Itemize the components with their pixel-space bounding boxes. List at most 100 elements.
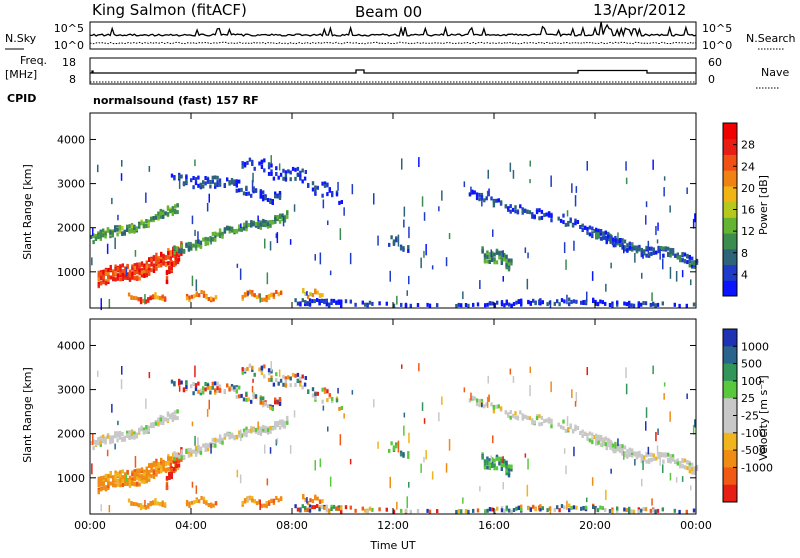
data-cell: [167, 261, 170, 266]
data-cell: [676, 458, 679, 463]
data-cell: [99, 442, 102, 447]
data-cell: [274, 219, 277, 224]
data-cell: [659, 452, 663, 457]
data-cell: [162, 420, 165, 425]
data-cell: [252, 186, 255, 191]
data-cell: [490, 402, 493, 407]
data-cell: [462, 497, 464, 504]
data-cell: [491, 253, 494, 258]
data-cell: [416, 509, 420, 513]
data-cell: [500, 253, 503, 258]
colorbar-swatch: [723, 201, 737, 218]
data-cell: [281, 213, 284, 218]
data-cell: [325, 504, 328, 509]
data-cell: [143, 475, 146, 480]
data-cell: [495, 404, 498, 409]
data-cell: [656, 239, 659, 244]
data-cell: [538, 299, 540, 306]
data-cell: [267, 171, 271, 176]
data-cell: [262, 403, 265, 408]
data-cell: [597, 434, 600, 439]
data-cell: [126, 228, 129, 232]
data-cell: [147, 222, 150, 227]
data-cell: [241, 294, 244, 299]
data-cell: [145, 470, 148, 475]
data-cell: [340, 406, 343, 410]
data-cell: [575, 505, 578, 510]
data-cell: [586, 497, 588, 503]
y-tick-label: 2000: [57, 222, 85, 235]
data-cell: [314, 496, 317, 501]
colorbar-tick-label: -500: [741, 444, 766, 457]
data-cell: [204, 387, 207, 392]
data-cell: [652, 457, 655, 461]
data-cell: [165, 482, 169, 487]
data-cell: [111, 230, 114, 235]
data-cell: [195, 293, 198, 297]
data-cell: [625, 367, 627, 379]
data-cell: [635, 454, 639, 459]
data-cell: [202, 499, 206, 504]
data-cell: [562, 419, 565, 424]
data-cell: [114, 434, 117, 439]
data-cell: [306, 500, 310, 505]
data-cell: [216, 232, 219, 237]
data-cell: [591, 477, 594, 486]
data-cell: [615, 446, 618, 451]
data-cell: [139, 300, 143, 305]
data-cell: [128, 483, 132, 488]
data-cell: [263, 168, 266, 173]
data-cell: [314, 396, 317, 400]
data-cell: [623, 239, 627, 244]
data-cell: [318, 500, 322, 504]
data-cell: [490, 455, 492, 463]
data-cell: [497, 404, 500, 409]
data-cell: [586, 291, 588, 302]
data-cell: [176, 409, 179, 414]
data-cell: [133, 471, 136, 476]
data-cell: [260, 165, 264, 169]
data-cell: [210, 443, 212, 454]
data-cell: [395, 238, 398, 243]
data-cell: [340, 509, 343, 514]
data-cell: [216, 183, 219, 188]
data-cell: [534, 507, 537, 512]
data-cell: [669, 453, 672, 458]
data-cell: [167, 248, 170, 253]
data-cell: [154, 292, 157, 297]
colorbar-swatch: [723, 123, 737, 140]
data-cell: [284, 176, 288, 181]
data-cell: [475, 402, 479, 407]
data-cell: [520, 298, 523, 303]
data-cell: [160, 259, 163, 264]
nsearch-tick-top: 10^5: [702, 22, 732, 35]
data-cell: [438, 206, 440, 212]
data-cell: [286, 214, 289, 219]
data-cell: [161, 503, 164, 507]
data-cell: [685, 509, 688, 514]
data-cell: [197, 175, 200, 180]
data-cell: [277, 175, 280, 180]
data-cell: [199, 391, 202, 396]
data-cell: [397, 234, 400, 247]
nsky-panel: N.Sky 10^5 10^0 10^5 10^0 N.Search: [5, 21, 796, 52]
data-cell: [314, 190, 317, 194]
data-cell: [145, 398, 147, 409]
data-cell: [102, 278, 105, 283]
data-cell: [204, 236, 207, 241]
data-cell: [535, 416, 539, 421]
data-cell: [608, 303, 612, 307]
data-cell: [156, 501, 160, 506]
data-cell: [388, 242, 391, 247]
data-cell: [500, 506, 504, 511]
data-cell: [116, 266, 120, 271]
data-cell: [664, 246, 667, 251]
data-cell: [250, 222, 253, 227]
data-cell: [614, 449, 617, 454]
data-cell: [257, 215, 259, 222]
data-cell: [488, 394, 490, 402]
data-cell: [500, 467, 503, 471]
data-cell: [657, 455, 660, 460]
